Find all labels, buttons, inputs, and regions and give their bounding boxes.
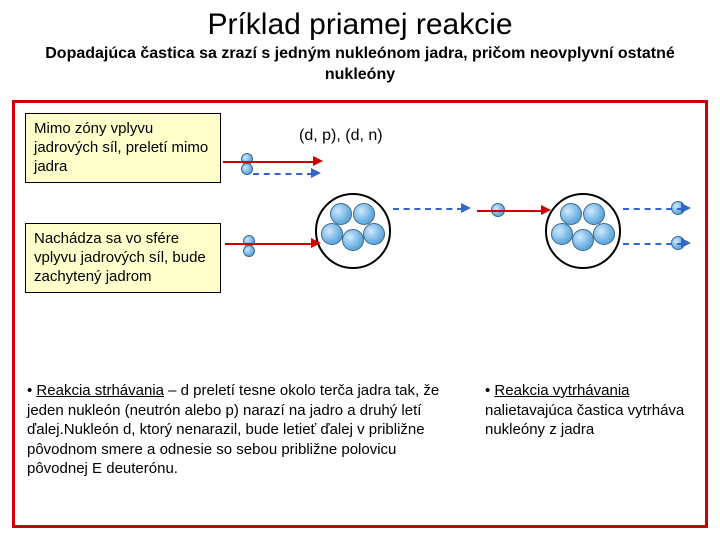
- nucleon: [353, 203, 375, 225]
- bullet-body: nalietavajúca častica vytrháva nukleóny …: [485, 402, 684, 439]
- bullet-prefix: •: [485, 382, 494, 399]
- deuteron-particle: [243, 245, 255, 257]
- main-frame: Mimo zóny vplyvu jadrových síl, preletí …: [12, 100, 708, 528]
- page-subtitle: Dopadajúca častica sa zrazí s jedným nuk…: [0, 44, 720, 86]
- reaction-label: (d, p), (d, n): [299, 127, 383, 145]
- nucleon: [593, 223, 615, 245]
- arrow-blue: [393, 208, 463, 210]
- nucleon: [551, 223, 573, 245]
- bullet-pickup: • Reakcia vytrhávania nalietavajúca čast…: [485, 381, 695, 440]
- arrow-blue: [623, 208, 683, 210]
- nucleon: [330, 203, 352, 225]
- page-title: Príklad priamej reakcie: [0, 0, 720, 42]
- bullet-prefix: •: [27, 382, 36, 399]
- arrow-red: [477, 210, 543, 212]
- nucleon: [363, 223, 385, 245]
- info-box-2: Nachádza sa vo sfére vplyvu jadrových sí…: [25, 223, 221, 293]
- nucleon: [583, 203, 605, 225]
- deuteron-particle: [241, 163, 253, 175]
- nucleon: [572, 229, 594, 251]
- arrow-blue: [623, 243, 683, 245]
- nucleon: [342, 229, 364, 251]
- info-box-1: Mimo zóny vplyvu jadrových síl, preletí …: [25, 113, 221, 183]
- arrow-red: [225, 243, 313, 245]
- nucleon: [560, 203, 582, 225]
- bullet-stripping: • Reakcia strhávania – d preletí tesne o…: [27, 381, 457, 479]
- arrow-blue: [253, 173, 313, 175]
- arrow-red: [223, 161, 315, 163]
- bullet-title: Reakcia vytrhávania: [494, 382, 629, 399]
- nucleon: [321, 223, 343, 245]
- bullet-title: Reakcia strhávania: [36, 382, 164, 399]
